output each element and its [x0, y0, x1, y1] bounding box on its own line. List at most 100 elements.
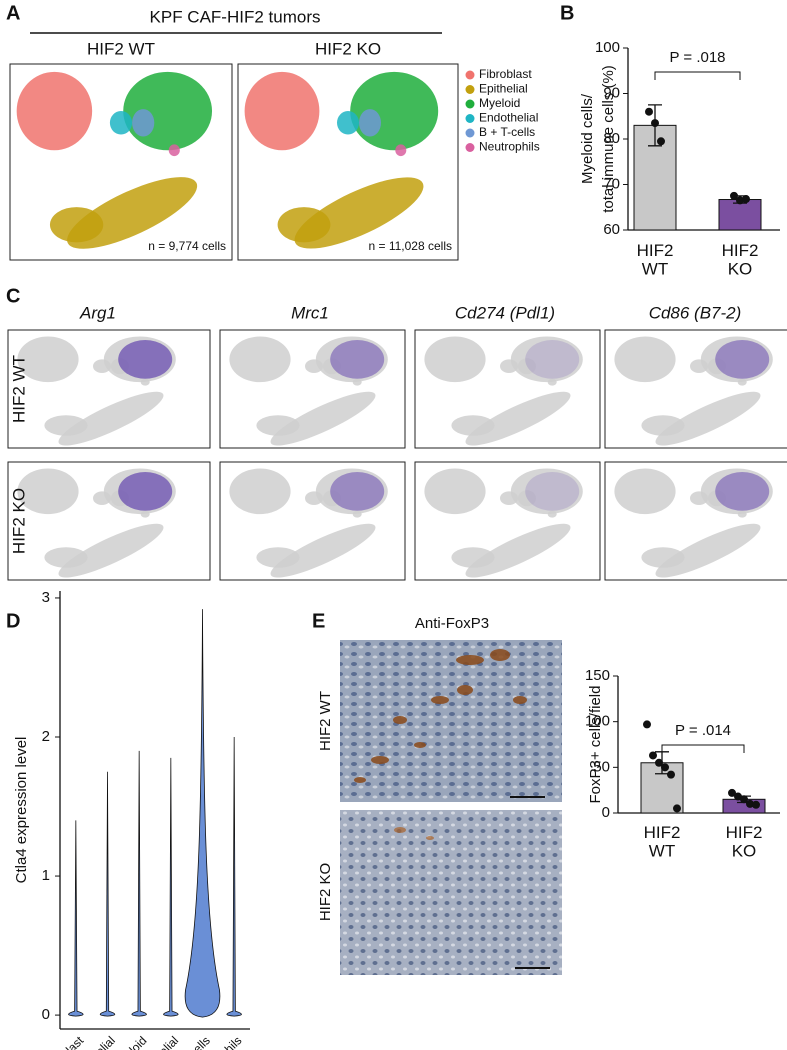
data-point — [742, 195, 750, 204]
y-tick-label: 100 — [585, 713, 610, 730]
panel-label: A — [6, 2, 20, 24]
expression — [715, 339, 770, 379]
panel-label: D — [6, 610, 20, 632]
legend: FibroblastEpithelialMyeloidEndothelialB … — [465, 67, 540, 154]
y-tick-label: 50 — [593, 758, 610, 775]
violin — [184, 609, 221, 1018]
x-tick-label: HIF2 WT — [644, 823, 681, 861]
cell-cluster — [518, 490, 536, 507]
data-point — [736, 196, 744, 205]
y-axis-label: total immune cells (%) — [600, 65, 617, 213]
cell-cluster — [168, 144, 180, 157]
y-tick-label: 90 — [603, 84, 620, 101]
y-tick-label: 0 — [42, 1006, 50, 1023]
data-point — [746, 799, 754, 808]
umap-frame — [414, 461, 601, 581]
umap-frame — [604, 329, 787, 449]
x-tick-label: HIF2 WT — [637, 241, 674, 279]
umap-frame — [9, 63, 233, 261]
data-point — [651, 119, 659, 128]
cell-cluster — [44, 415, 88, 436]
cell-cluster — [395, 144, 407, 157]
row-label: HIF2 WT — [9, 355, 28, 423]
expression — [525, 471, 580, 511]
cell-cluster — [16, 71, 93, 151]
cell-cluster — [58, 523, 164, 578]
row-label: HIF2 KO — [317, 863, 334, 921]
panel-title: KPF CAF-HIF2 tumors — [150, 7, 321, 26]
violin — [131, 750, 147, 1017]
y-tick-label: 70 — [603, 175, 620, 192]
panel-label: E — [312, 610, 325, 632]
feature-plots: Arg1 Mrc1 Cd274 (Pdl1) Cd86 (B7-2) HIF2 WT HI… — [7, 303, 787, 581]
panel-label: B — [560, 2, 574, 24]
cell-count: n = 9,774 cells — [148, 239, 226, 253]
data-point — [661, 763, 669, 772]
gene-label: Mrc1 — [291, 303, 329, 322]
annotation: P = .014 — [675, 722, 731, 739]
y-tick-label: 0 — [602, 804, 610, 821]
cell-cluster — [270, 523, 376, 578]
y-tick-label: 2 — [42, 728, 50, 745]
cell-cluster — [109, 111, 133, 135]
cell-cluster — [518, 358, 536, 375]
ihc-image — [340, 640, 562, 802]
y-tick-label: 80 — [603, 130, 620, 147]
cell-cluster — [93, 359, 111, 374]
cell-cluster — [500, 359, 518, 374]
cell-cluster — [737, 510, 747, 518]
umap-frame — [219, 329, 406, 449]
expression — [330, 339, 385, 379]
legend-swatch — [465, 128, 475, 138]
data-point — [643, 720, 651, 729]
expression — [330, 471, 385, 511]
row-label: HIF2 KO — [9, 488, 28, 554]
y-axis-label: Ctla4 expression level — [13, 737, 30, 884]
umap-frame — [7, 329, 211, 449]
legend-label: Neutrophils — [479, 140, 540, 154]
violin — [99, 771, 116, 1017]
stain — [354, 649, 527, 783]
cell-cluster — [424, 468, 486, 515]
cell-cluster — [140, 378, 150, 386]
x-tick-label: HIF2 KO — [726, 823, 763, 861]
cell-cluster — [270, 391, 376, 446]
cell-cluster — [256, 547, 300, 568]
cell-cluster — [256, 415, 300, 436]
violin — [68, 820, 84, 1017]
legend-swatch — [465, 99, 475, 109]
cell-count: n = 11,028 cells — [368, 239, 452, 253]
expression — [118, 471, 173, 511]
cell-cluster — [465, 523, 571, 578]
cell-cluster — [641, 415, 685, 436]
cell-cluster — [451, 415, 495, 436]
data-point — [657, 137, 665, 146]
ihc-image — [340, 810, 562, 975]
data-point — [649, 751, 657, 760]
data-point — [655, 758, 663, 767]
annotation: P = .018 — [669, 49, 725, 66]
cell-cluster — [465, 391, 571, 446]
cell-cluster — [123, 71, 213, 151]
bar — [718, 199, 762, 231]
cell-cluster — [140, 510, 150, 518]
umap-frame — [604, 461, 787, 581]
legend-label: Fibroblast — [479, 67, 532, 81]
y-tick-label: 1 — [42, 867, 50, 884]
gene-label: Arg1 — [79, 303, 116, 322]
legend-swatch — [465, 143, 475, 152]
x-tick-label: Myeloid — [110, 1033, 149, 1050]
cell-cluster — [424, 336, 486, 383]
violin — [226, 736, 242, 1017]
bracket — [661, 744, 745, 753]
expression — [715, 471, 770, 511]
cell-cluster — [451, 547, 495, 568]
cell-cluster — [690, 359, 708, 374]
cell-cluster — [614, 468, 676, 515]
y-tick-label: 60 — [603, 221, 620, 238]
panel-label: C — [6, 285, 20, 307]
data-point — [645, 107, 653, 116]
cell-cluster — [350, 71, 439, 151]
gene-label: Cd274 (Pdl1) — [455, 303, 555, 322]
